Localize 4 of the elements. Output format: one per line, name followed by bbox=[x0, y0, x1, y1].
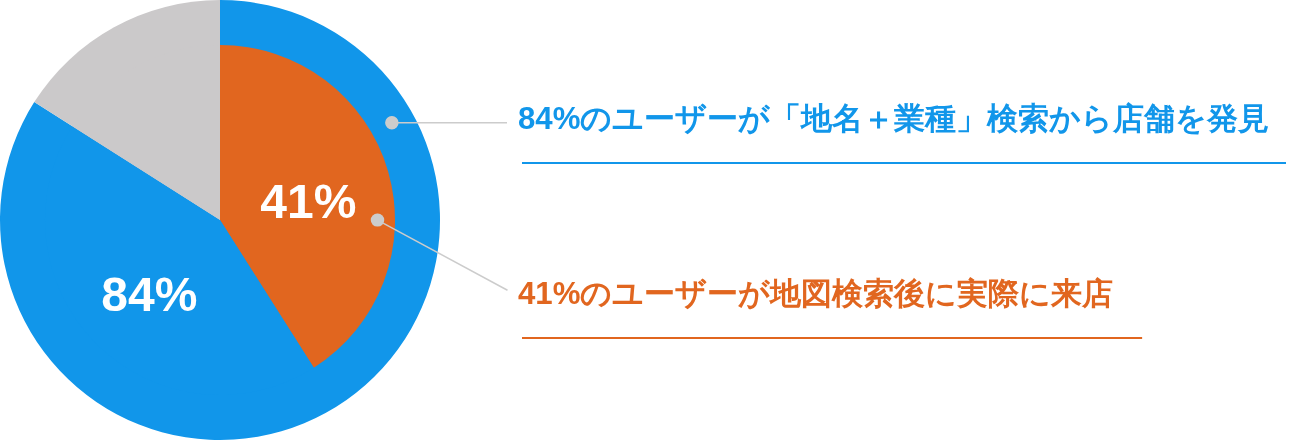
text: 41%のユーザーが地図検索後に実際に来店 bbox=[518, 276, 1114, 311]
text: 84%のユーザーが「地名＋業種」検索から店舗を発見 bbox=[518, 101, 1270, 136]
data-label: 84% bbox=[101, 267, 198, 321]
data-label: 41% bbox=[260, 175, 357, 229]
